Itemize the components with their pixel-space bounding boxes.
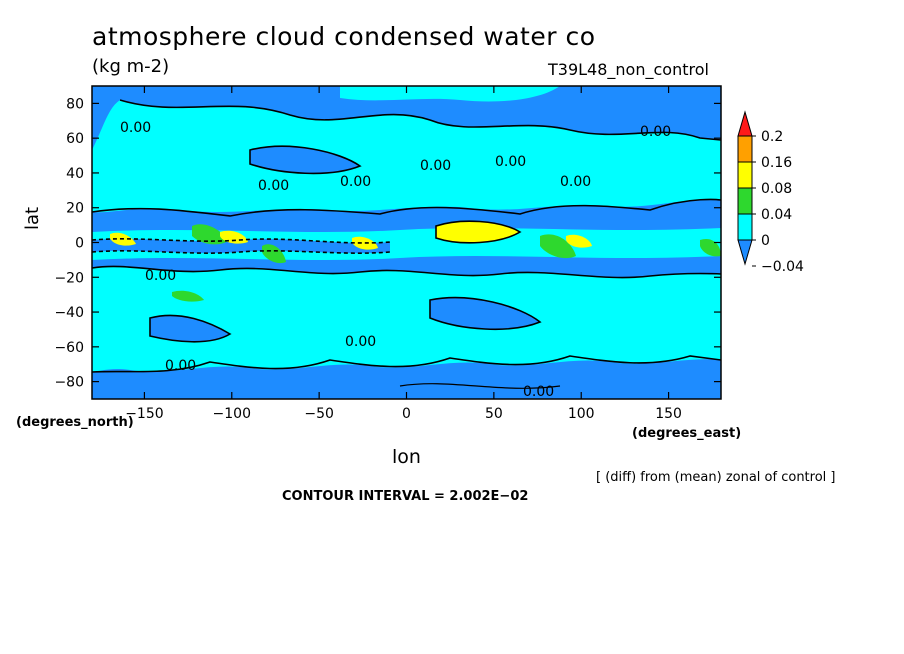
blue-patch-north-1 <box>250 146 360 174</box>
contour-interval: CONTOUR INTERVAL = 2.002E−02 <box>282 489 529 504</box>
contour-value-label: 0.00 <box>258 178 289 194</box>
blue-patch-south-2 <box>430 297 540 330</box>
y-tick-label: 80 <box>66 96 84 112</box>
x-tick-label: 0 <box>402 406 411 422</box>
colorbar-label: 0.04 <box>761 207 792 223</box>
cyan-region-north <box>92 100 721 213</box>
x-axis-label: lon <box>392 446 421 468</box>
contour-value-label: 0.00 <box>560 174 591 190</box>
contour-value-label: 0.00 <box>640 124 671 140</box>
x-tick-label: −100 <box>213 406 251 422</box>
green-patch-4 <box>700 238 721 257</box>
contour-value-label: 0.00 <box>420 158 451 174</box>
x-tick-label: 50 <box>485 406 503 422</box>
diff-note: [ (diff) from (mean) zonal of control ] <box>596 470 836 485</box>
y-tick-label: −40 <box>54 305 84 321</box>
y-tick-label: 40 <box>66 166 84 182</box>
colorbar-box <box>737 213 753 241</box>
x-tick-label: −50 <box>304 406 334 422</box>
contour-value-label: 0.00 <box>523 384 554 400</box>
green-patch-2 <box>262 244 286 264</box>
y-tick-label: −80 <box>54 375 84 391</box>
colorbar-box <box>737 161 753 189</box>
colorbar-label: 0.2 <box>761 129 783 145</box>
colorbar: 0.2 0.16 0.08 0.04 0 −0.04 <box>737 110 804 275</box>
y-tick-label: 0 <box>75 236 84 252</box>
green-patch-1 <box>192 224 230 245</box>
colorbar-label: 0 <box>761 233 770 249</box>
x-unit-label: (degrees_east) <box>632 426 742 441</box>
y-tick-label: 20 <box>66 201 84 217</box>
contour-value-label: 0.00 <box>345 334 376 350</box>
colorbar-max-arrow <box>737 110 753 137</box>
y-tick-label: −20 <box>54 270 84 286</box>
colorbar-box <box>737 135 753 163</box>
y-unit-label: (degrees_north) <box>16 415 134 430</box>
contour-value-label: 0.00 <box>120 120 151 136</box>
x-tick-label: 150 <box>655 406 682 422</box>
contour-labels: 0.00 0.00 0.00 0.00 0.00 0.00 0.00 0.00 0.00 0.00… <box>120 120 671 400</box>
yellow-patch-5 <box>566 234 592 248</box>
filled-contours <box>92 86 721 372</box>
contour-lines <box>92 99 721 389</box>
contour-value-label: 0.00 <box>165 358 196 374</box>
run-label: T39L48_non_control <box>548 60 709 79</box>
contour-value-label: 0.00 <box>340 174 371 190</box>
contour-value-label: 0.00 <box>495 154 526 170</box>
green-patch-5 <box>172 290 204 302</box>
colorbar-box <box>737 187 753 215</box>
colorbar-label: 0.16 <box>761 155 792 171</box>
x-tick-label: −150 <box>125 406 163 422</box>
x-tick-label: 100 <box>568 406 595 422</box>
equatorial-dry-band <box>92 238 390 254</box>
blue-patch-south-1 <box>150 315 230 342</box>
axes: −150 −100 −50 0 50 100 150 80 60 40 20 0 −20 −40 −60 −8… <box>54 86 721 422</box>
contour-value-label: 0.00 <box>145 268 176 284</box>
units-label: (kg m-2) <box>92 56 170 77</box>
cyan-region-arctic <box>340 86 560 102</box>
colorbar-label: 0.08 <box>761 181 792 197</box>
green-patch-3 <box>540 234 576 259</box>
chart-title: atmosphere cloud condensed water co <box>92 22 596 51</box>
cyan-region-south <box>92 266 721 372</box>
colorbar-label: −0.04 <box>761 259 804 275</box>
y-tick-label: −60 <box>54 340 84 356</box>
y-tick-label: 60 <box>66 131 84 147</box>
yellow-patch-1 <box>436 221 520 243</box>
colorbar-min-arrow <box>737 239 753 266</box>
